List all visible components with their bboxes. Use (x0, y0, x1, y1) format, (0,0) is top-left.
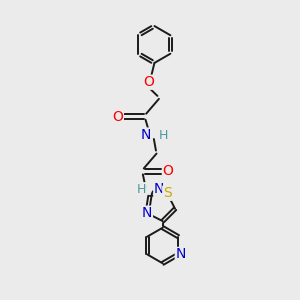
Text: N: N (154, 182, 164, 196)
Text: N: N (176, 248, 186, 261)
Text: O: O (112, 110, 123, 124)
Text: H: H (158, 129, 168, 142)
Text: H: H (137, 183, 146, 196)
Text: O: O (162, 164, 173, 178)
Text: O: O (143, 75, 154, 89)
Text: N: N (140, 128, 151, 142)
Text: N: N (142, 206, 152, 220)
Text: S: S (163, 186, 172, 200)
